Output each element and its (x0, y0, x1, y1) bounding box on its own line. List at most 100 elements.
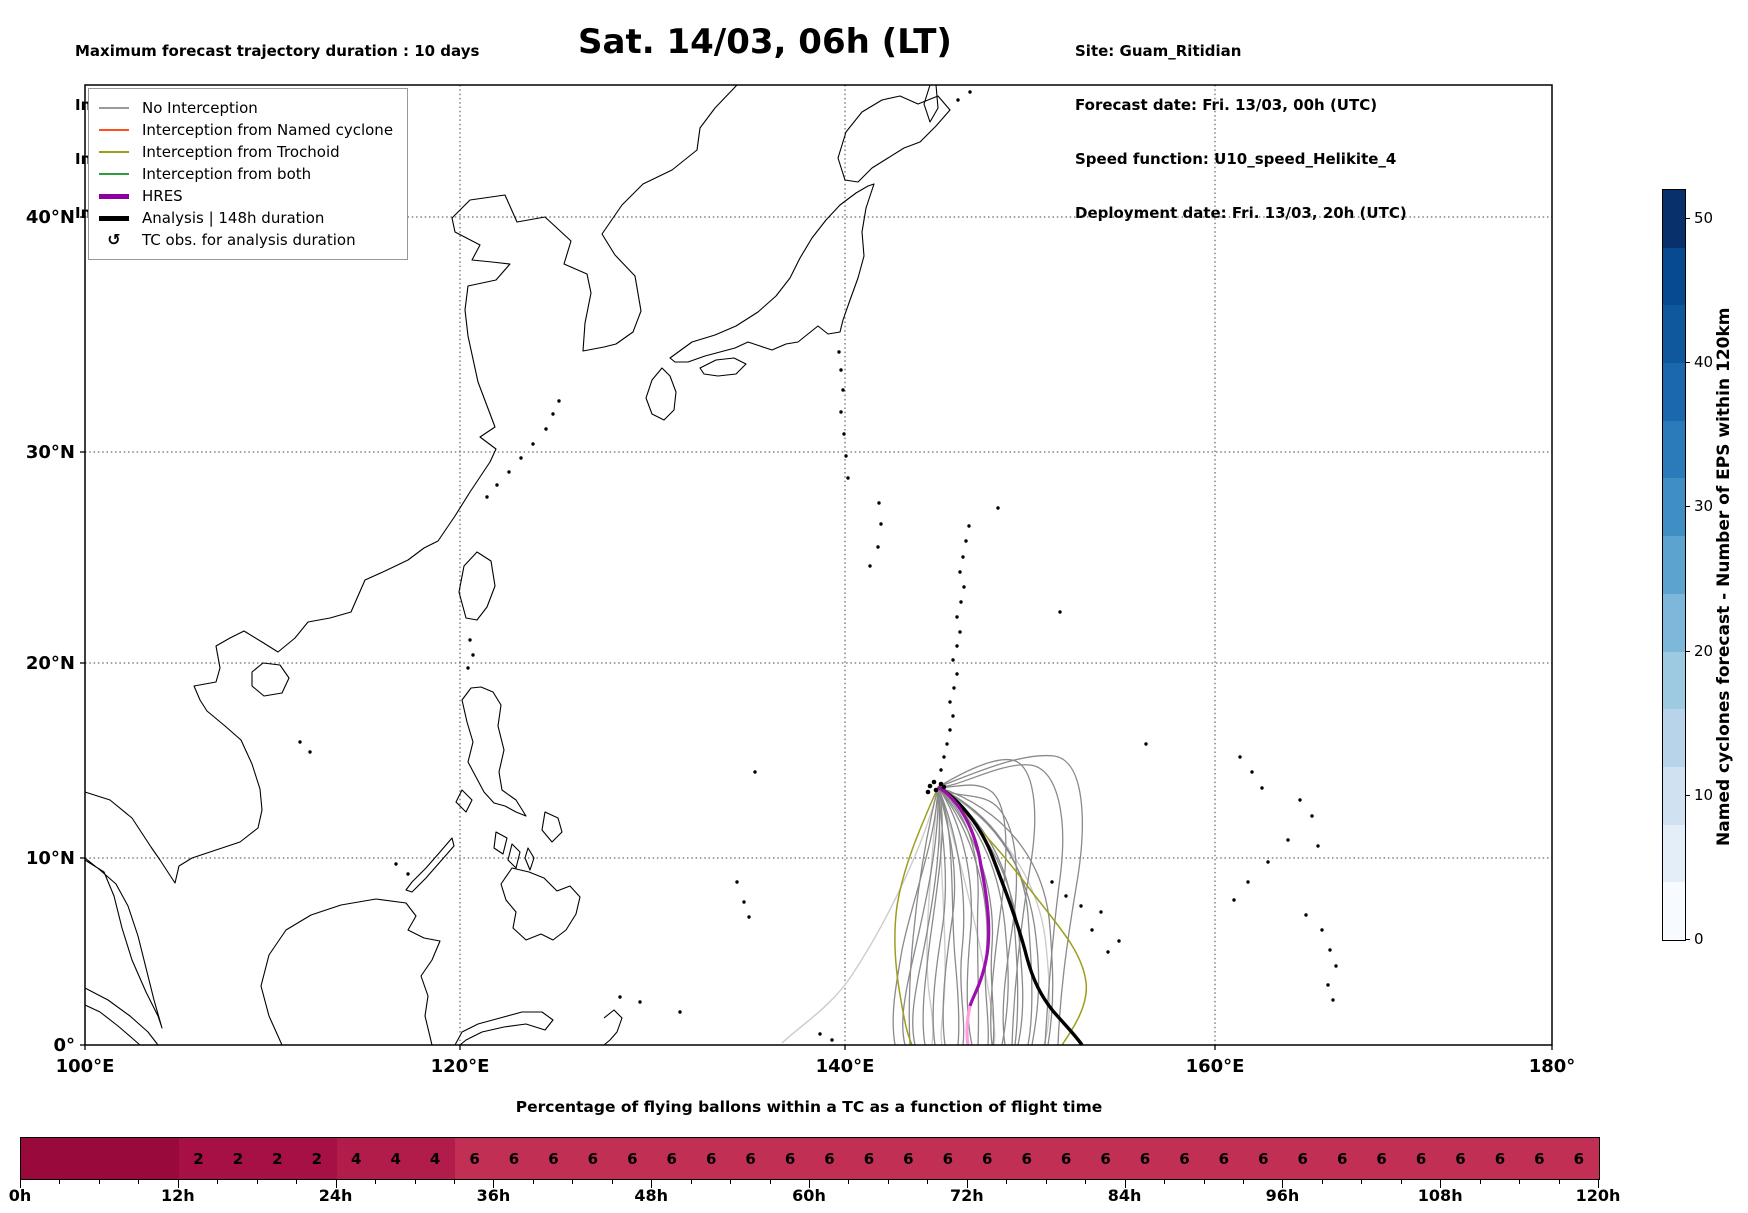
coastline (455, 789, 473, 813)
island-dot (1331, 998, 1335, 1002)
coastline (458, 551, 496, 621)
bar-axis-tick (1400, 1179, 1402, 1184)
island-dot (967, 524, 971, 528)
bar-segment: 6 (1361, 1138, 1402, 1179)
colorbar-tick (1685, 506, 1690, 508)
legend: No Interception Interception from Named c… (88, 88, 409, 260)
colorbar-tick-label: 10 (1694, 785, 1714, 804)
bar-segment: 4 (415, 1138, 455, 1179)
trajectory-no-interception (937, 786, 980, 1046)
island-dot (837, 350, 841, 354)
bar-segment: 6 (1243, 1138, 1284, 1179)
island-dot (942, 755, 946, 759)
trajectory-no-interception (892, 786, 939, 1046)
island-dot (876, 545, 880, 549)
bar-axis-tick (1164, 1179, 1166, 1184)
bar-segment: 6 (1480, 1138, 1520, 1179)
bar-segment: 6 (612, 1138, 653, 1179)
colorbar-tick (1685, 939, 1690, 940)
bar-axis-tick (1361, 1179, 1363, 1184)
bar-axis-tick (572, 1179, 574, 1184)
bar-segment: 6 (533, 1138, 574, 1179)
coastline (669, 183, 875, 363)
x-axis-tick-label: 140°E (816, 1056, 875, 1077)
trajectory-no-interception (908, 786, 939, 1046)
island-dot (948, 728, 952, 732)
bar-axis-tick (1479, 1179, 1481, 1184)
island-dot (1058, 610, 1062, 614)
figure-title: Sat. 14/03, 06h (LT) (578, 22, 952, 62)
trajectory-no-interception (937, 786, 1040, 1046)
bar-axis-tick-label: 12h (160, 1186, 195, 1205)
island-dot (507, 470, 511, 474)
bar-axis-tick-label: 24h (318, 1186, 353, 1205)
legend-item-label: Interception from both (142, 165, 312, 183)
bar-axis-tick (887, 1179, 889, 1184)
y-axis-tick-label: 30°N (26, 442, 75, 463)
colorbar-tick (1685, 650, 1690, 652)
colorbar-band (1663, 824, 1685, 883)
island-dot (948, 700, 952, 704)
island-dot (1316, 844, 1320, 848)
island-dot (466, 666, 470, 670)
legend-item: Interception from Trochoid (99, 141, 393, 163)
colorbar-tick (1685, 217, 1690, 219)
bar-axis-tick (927, 1179, 929, 1184)
y-axis-tick-label: 0° (53, 1035, 75, 1056)
colorbar-label: Named cyclones forecast - Number of EPS … (1714, 307, 1734, 846)
bar-axis-tick (1598, 1179, 1599, 1188)
trajectory-no-interception (937, 786, 1009, 1046)
island-dot (1286, 838, 1290, 842)
island-dot (544, 427, 548, 431)
trajectory-interception-trochoid (894, 786, 939, 1046)
island-dot (879, 522, 883, 526)
island-dot (951, 714, 955, 718)
island-dot (839, 368, 843, 372)
bar-segment: 6 (454, 1138, 495, 1179)
info-block-right: Site: Guam_Ritidian Forecast date: Fri. … (1075, 6, 1407, 258)
island-dot (1326, 983, 1330, 987)
trajectory-no-interception (937, 786, 956, 1046)
island-dot (952, 686, 956, 690)
bar-axis-tick (217, 1179, 219, 1184)
bar-segment: 6 (888, 1138, 929, 1179)
bar-axis-tick (769, 1179, 771, 1184)
island-dot (841, 388, 845, 392)
bar-axis-tick (1045, 1179, 1047, 1184)
island-dot (868, 564, 872, 568)
bar-segment: 6 (573, 1138, 613, 1179)
bar-axis-tick (20, 1179, 21, 1188)
island-dot (1064, 894, 1068, 898)
island-dot (1232, 898, 1236, 902)
bar-segment: 6 (1204, 1138, 1244, 1179)
bar-axis-tick-label: 36h (476, 1186, 511, 1205)
island-dot (1099, 910, 1103, 914)
island-dot (1260, 786, 1264, 790)
legend-item: No Interception (99, 97, 393, 119)
info-site: Site: Guam_Ritidian (1075, 42, 1242, 60)
bar-segment: 6 (730, 1138, 771, 1179)
x-axis-tick-label: 180° (1529, 1056, 1576, 1077)
map-border (84, 84, 1553, 1046)
island-dot (955, 644, 959, 648)
island-dot (955, 615, 959, 619)
bar-axis-tick (690, 1179, 692, 1184)
bar-axis-tick-label: 84h (1107, 1186, 1142, 1205)
bar-axis-tick-label: 108h (1417, 1186, 1463, 1205)
coastline (84, 84, 738, 884)
bar-segment: 6 (494, 1138, 534, 1179)
bar-axis-tick (730, 1179, 732, 1184)
colorbar-band (1663, 882, 1685, 940)
bar-axis-tick (611, 1179, 613, 1184)
island-dot (618, 995, 622, 999)
legend-item-label: Interception from Trochoid (142, 143, 340, 161)
coastline (603, 1009, 623, 1046)
colorbar-tick (1685, 794, 1690, 796)
coastline (524, 847, 535, 871)
legend-line-swatch (99, 193, 129, 199)
bar-chart-title: Percentage of flying ballons within a TC… (515, 1098, 1103, 1116)
trajectory-no-interception (937, 764, 1064, 1046)
tc-obs-icon: ↺ (107, 230, 121, 249)
colorbar-tick (1685, 362, 1690, 364)
